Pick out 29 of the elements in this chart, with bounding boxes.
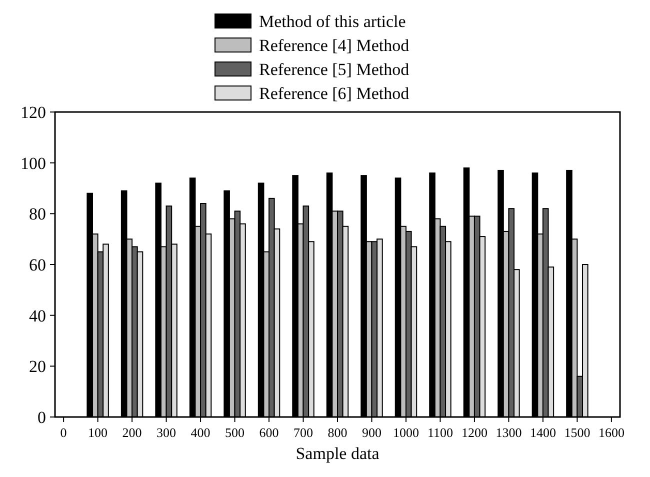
legend-label: Reference [6] Method [259, 84, 410, 103]
x-tick-label: 1200 [461, 425, 488, 440]
x-tick-label: 1100 [427, 425, 453, 440]
x-tick-label: 1600 [598, 425, 624, 440]
x-tick-label: 800 [328, 425, 348, 440]
x-axis-title: Sample data [296, 444, 380, 463]
y-tick-label: 100 [20, 154, 46, 173]
x-tick-label: 500 [225, 425, 245, 440]
x-tick-label: 1300 [496, 425, 522, 440]
legend-label: Reference [5] Method [259, 60, 410, 79]
x-tick-label: 1500 [564, 425, 590, 440]
x-tick-label: 600 [259, 425, 279, 440]
y-tick-label: 40 [29, 306, 46, 326]
y-tick-label: 0 [38, 408, 46, 427]
x-tick-label: 400 [190, 425, 210, 440]
x-tick-label: 300 [156, 425, 176, 440]
x-tick-label: 900 [362, 425, 382, 440]
y-tick-label: 60 [29, 255, 46, 274]
y-tick-label: 20 [29, 357, 46, 376]
x-tick-label: 100 [88, 425, 108, 440]
y-tick-label: 120 [20, 102, 46, 122]
legend-label: Method of this article [259, 12, 406, 31]
x-tick-label: 1400 [530, 425, 556, 440]
x-tick-label: 200 [122, 425, 142, 440]
x-tick-label: 700 [294, 425, 314, 440]
legend-label: Reference [4] Method [259, 36, 410, 55]
x-tick-label: 1000 [392, 425, 419, 440]
x-tick-label: 0 [60, 425, 67, 440]
y-tick-label: 80 [29, 204, 46, 224]
